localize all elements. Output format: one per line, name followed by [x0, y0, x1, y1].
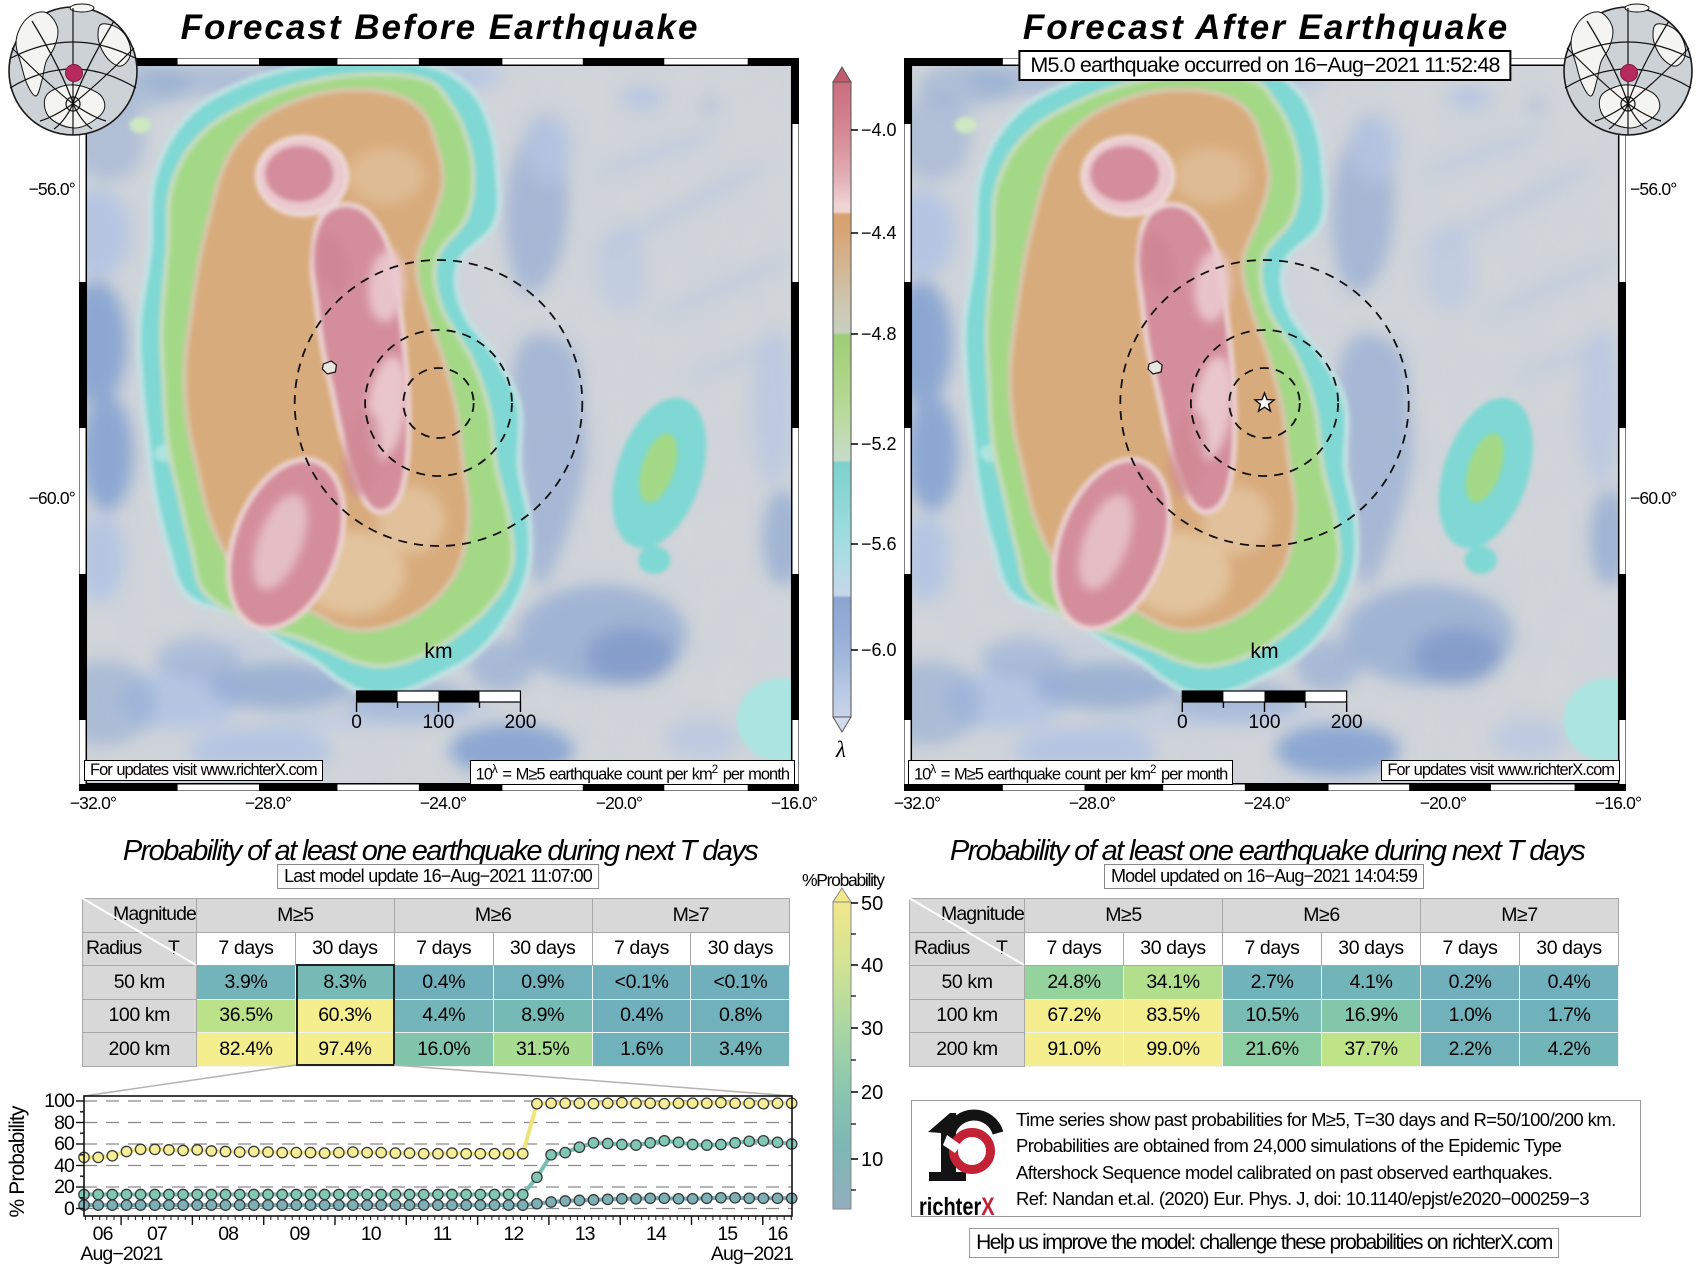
svg-text:0: 0: [1177, 712, 1188, 733]
svg-text:0: 0: [351, 712, 362, 733]
svg-text:40: 40: [861, 955, 883, 977]
svg-text:−4.8: −4.8: [861, 324, 897, 344]
svg-text:200: 200: [505, 712, 537, 733]
svg-text:λ: λ: [835, 737, 846, 762]
svg-text:−4.0: −4.0: [861, 120, 897, 140]
svg-text:30: 30: [861, 1018, 883, 1040]
svg-text:100: 100: [1249, 712, 1281, 733]
svg-text:km: km: [1250, 640, 1278, 663]
svg-text:km: km: [424, 640, 452, 663]
svg-text:20: 20: [861, 1082, 883, 1104]
svg-text:−5.2: −5.2: [861, 434, 897, 454]
svg-text:−6.0: −6.0: [861, 640, 897, 660]
svg-text:200: 200: [1331, 712, 1363, 733]
svg-text:−5.6: −5.6: [861, 534, 897, 554]
svg-text:10: 10: [861, 1149, 883, 1171]
svg-text:100: 100: [423, 712, 455, 733]
svg-text:−4.4: −4.4: [861, 223, 897, 243]
svg-text:50: 50: [861, 893, 883, 915]
